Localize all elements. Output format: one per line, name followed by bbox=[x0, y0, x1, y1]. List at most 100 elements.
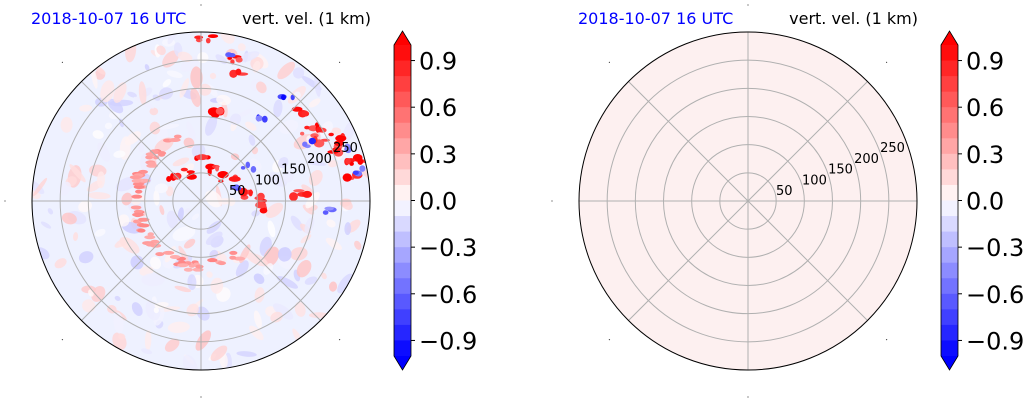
field-patch bbox=[100, 80, 115, 103]
left-panel: 2018-10-07 16 UTC vert. vel. (1 km) 50 10… bbox=[4, 4, 477, 398]
outer-tick-dot bbox=[4, 200, 6, 202]
outer-tick-dot bbox=[551, 200, 553, 202]
field-patch bbox=[159, 205, 165, 216]
radial-tick-label: 200 bbox=[854, 152, 879, 167]
colorbar-segment bbox=[394, 91, 411, 108]
field-patch bbox=[177, 263, 189, 268]
colorbar-segment bbox=[394, 138, 411, 155]
field-patch bbox=[166, 70, 183, 79]
colorbar-tick-label: 0.0 bbox=[419, 188, 457, 216]
field-patch bbox=[188, 263, 196, 268]
field-patch bbox=[94, 228, 106, 237]
field-patch bbox=[292, 67, 305, 79]
field-patch bbox=[205, 115, 218, 136]
colorbar-tick-label: 0.6 bbox=[966, 94, 1004, 122]
field-downdraft bbox=[226, 52, 233, 56]
field-downdraft bbox=[322, 210, 329, 215]
colorbar-segment bbox=[941, 324, 958, 341]
field-patch bbox=[190, 66, 203, 89]
field-patch bbox=[337, 273, 354, 294]
field-patch bbox=[256, 81, 267, 94]
outer-tick-dot bbox=[885, 338, 888, 341]
field-patch bbox=[195, 264, 204, 269]
field-patch bbox=[195, 330, 212, 351]
field-downdraft bbox=[352, 170, 359, 175]
field-patch bbox=[235, 260, 249, 278]
field-downdraft bbox=[344, 146, 352, 154]
outer-tick-dot bbox=[200, 396, 202, 398]
field-patch bbox=[267, 172, 288, 187]
field-patch bbox=[47, 208, 54, 215]
field-patch bbox=[138, 217, 150, 222]
field-updraft bbox=[229, 69, 238, 78]
right-panel: 2018-10-07 16 UTC vert. vel. (1 km) 50 10… bbox=[551, 4, 1024, 398]
field-patch bbox=[131, 194, 143, 199]
colorbar-segment bbox=[941, 216, 958, 233]
field-patch bbox=[138, 223, 150, 228]
field-patch bbox=[166, 210, 178, 229]
field-patch bbox=[305, 192, 320, 209]
colorbar-outline bbox=[393, 30, 412, 371]
colorbar-segment bbox=[394, 216, 411, 233]
outer-tick-dot bbox=[61, 338, 64, 341]
field-patch bbox=[326, 219, 336, 228]
right-polar-frame bbox=[578, 31, 918, 371]
field-patch bbox=[306, 160, 327, 166]
colorbar-tick-label: 0.3 bbox=[419, 141, 457, 169]
left-colorbar: −0.9 −0.6 −0.3 0.0 0.3 0.6 0.9 bbox=[393, 30, 477, 371]
field-patch bbox=[290, 247, 308, 261]
colorbar-segment bbox=[941, 262, 958, 279]
outer-tick-dot bbox=[338, 61, 341, 64]
field-updraft bbox=[235, 68, 242, 76]
field-patch bbox=[130, 255, 144, 270]
radial-tick-label: 200 bbox=[307, 152, 332, 167]
field-updraft bbox=[302, 190, 313, 198]
field-updraft bbox=[215, 165, 220, 172]
field-patch bbox=[265, 202, 284, 218]
outer-tick-dot bbox=[200, 4, 202, 6]
field-patch bbox=[113, 82, 127, 103]
field-patch bbox=[155, 252, 165, 257]
field-downdraft bbox=[261, 115, 268, 123]
left-title-variable: vert. vel. (1 km) bbox=[242, 9, 371, 28]
field-patch bbox=[147, 161, 157, 166]
radial-tick-label: 150 bbox=[281, 163, 306, 178]
colorbar-segment bbox=[394, 262, 411, 279]
angular-grid-line bbox=[747, 200, 868, 321]
field-downdraft bbox=[240, 165, 246, 170]
field-patch bbox=[152, 155, 160, 160]
field-patch bbox=[236, 108, 253, 119]
colorbar-segment bbox=[394, 107, 411, 124]
field-patch bbox=[330, 127, 342, 135]
field-downdraft bbox=[302, 141, 308, 147]
field-patch bbox=[96, 171, 106, 189]
colorbar-segment bbox=[941, 122, 958, 139]
field-patch bbox=[166, 186, 174, 197]
field-updraft bbox=[304, 125, 310, 130]
field-patch bbox=[144, 235, 156, 240]
field-downdraft bbox=[281, 94, 287, 101]
colorbar-segment bbox=[394, 169, 411, 186]
field-downdraft bbox=[324, 206, 334, 211]
field-patch bbox=[169, 254, 181, 259]
field-updraft bbox=[259, 207, 268, 214]
field-patch bbox=[233, 256, 246, 261]
field-downdraft bbox=[250, 166, 257, 173]
field-patch bbox=[296, 260, 312, 278]
field-patch bbox=[33, 177, 48, 197]
field-patch bbox=[107, 98, 124, 114]
field-patch bbox=[162, 79, 172, 88]
colorbar-extend-max bbox=[394, 31, 411, 45]
field-patch bbox=[172, 226, 196, 242]
field-updraft bbox=[228, 176, 241, 182]
field-patch bbox=[94, 65, 106, 75]
field-patch bbox=[153, 307, 159, 314]
field-downdraft bbox=[230, 185, 239, 190]
angular-grid-line bbox=[81, 81, 202, 202]
colorbar-segment bbox=[941, 76, 958, 93]
field-updraft bbox=[301, 110, 310, 117]
colorbar-segment bbox=[394, 293, 411, 310]
field-updraft bbox=[289, 192, 298, 202]
